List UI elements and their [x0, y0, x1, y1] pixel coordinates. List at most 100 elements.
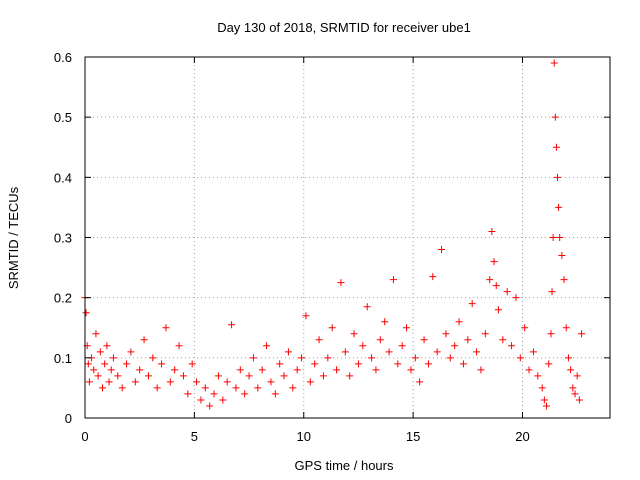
data-point — [219, 396, 227, 404]
data-point — [492, 282, 500, 290]
data-point — [575, 396, 583, 404]
data-point — [429, 273, 437, 281]
data-point — [464, 336, 472, 344]
data-point — [258, 366, 266, 374]
data-point — [525, 366, 533, 374]
x-axis-title: GPS time / hours — [295, 458, 394, 473]
data-point — [144, 372, 152, 380]
data-point — [354, 360, 362, 368]
data-point — [534, 372, 542, 380]
data-point — [359, 342, 367, 350]
data-point — [516, 354, 524, 362]
y-axis-title: SRMTID / TECUs — [6, 186, 21, 289]
data-point — [193, 378, 201, 386]
data-point — [223, 378, 231, 386]
data-point — [94, 372, 102, 380]
data-point — [372, 366, 380, 374]
data-point — [562, 324, 570, 332]
data-point — [254, 384, 262, 392]
data-point — [556, 234, 564, 241]
data-point — [328, 324, 336, 332]
data-point — [245, 372, 253, 380]
data-point — [179, 372, 187, 380]
data-point — [446, 354, 454, 362]
x-tick-label: 10 — [297, 429, 311, 444]
data-point — [140, 336, 148, 344]
data-point — [346, 372, 354, 380]
data-point — [503, 288, 511, 296]
data-point — [105, 378, 113, 386]
data-point — [241, 390, 249, 398]
data-point — [210, 390, 218, 398]
data-point — [473, 348, 481, 356]
data-point — [232, 384, 240, 392]
data-point — [84, 360, 92, 368]
data-point — [82, 309, 90, 317]
data-point — [433, 348, 441, 356]
data-point — [149, 354, 157, 362]
data-point — [569, 384, 577, 392]
data-point — [311, 360, 319, 368]
data-point — [263, 342, 271, 350]
data-point — [411, 354, 419, 362]
data-point — [488, 227, 496, 235]
data-point — [549, 234, 557, 241]
data-point — [567, 366, 575, 374]
data-point — [131, 378, 139, 386]
data-point — [289, 384, 297, 392]
data-point — [85, 378, 93, 386]
data-point — [394, 360, 402, 368]
data-point — [306, 378, 314, 386]
data-point — [206, 402, 214, 410]
data-point — [201, 384, 209, 392]
y-tick-label: 0.1 — [54, 351, 72, 366]
data-point — [324, 354, 332, 362]
x-tick-label: 15 — [406, 429, 420, 444]
data-point — [459, 360, 467, 368]
data-point — [368, 354, 376, 362]
data-point — [158, 360, 166, 368]
data-point — [555, 203, 563, 211]
data-point — [267, 378, 275, 386]
y-tick-label: 0.2 — [54, 291, 72, 306]
data-point — [451, 342, 459, 350]
y-tick-label: 0.4 — [54, 170, 72, 185]
data-point — [424, 360, 432, 368]
data-point — [398, 342, 406, 350]
data-point — [197, 396, 205, 404]
data-point — [547, 330, 555, 338]
data-point — [521, 324, 529, 332]
data-point — [184, 390, 192, 398]
data-point — [136, 366, 144, 374]
data-point — [236, 366, 244, 374]
data-point — [564, 354, 572, 362]
data-point — [558, 252, 566, 260]
data-point — [319, 372, 327, 380]
data-point — [90, 366, 98, 374]
y-tick-label: 0.6 — [54, 50, 72, 65]
data-point — [416, 378, 424, 386]
data-point — [389, 276, 397, 284]
data-point — [438, 246, 446, 254]
data-point — [123, 360, 131, 368]
data-point — [381, 318, 389, 326]
data-point — [92, 330, 100, 338]
data-point — [385, 348, 393, 356]
x-tick-label: 20 — [515, 429, 529, 444]
data-point — [315, 336, 323, 344]
data-point — [499, 336, 507, 344]
data-point — [109, 354, 117, 362]
data-point — [550, 59, 558, 67]
data-point — [578, 330, 586, 338]
data-point — [284, 348, 292, 356]
data-point — [350, 330, 358, 338]
data-point — [127, 348, 135, 356]
data-point — [551, 113, 559, 121]
data-point — [442, 330, 450, 338]
data-point — [118, 384, 126, 392]
data-point — [420, 336, 428, 344]
data-point — [490, 258, 498, 266]
data-point — [337, 279, 345, 287]
data-point — [153, 384, 161, 392]
data-points — [81, 59, 586, 410]
